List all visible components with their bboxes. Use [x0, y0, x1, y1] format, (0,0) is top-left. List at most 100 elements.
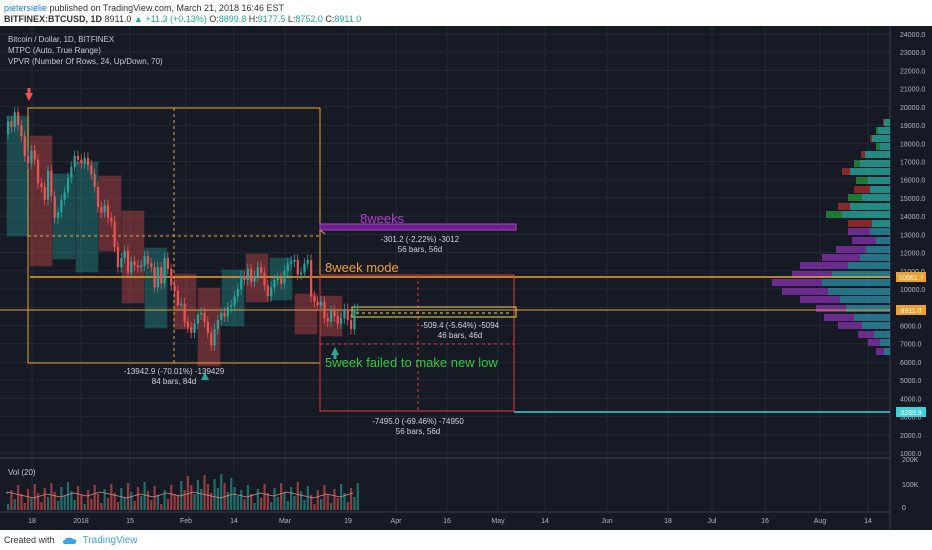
candle-body[interactable]: [246, 269, 249, 280]
candle-body[interactable]: [173, 285, 176, 291]
candle-body[interactable]: [270, 287, 273, 297]
candle-body[interactable]: [103, 205, 106, 213]
candle-body[interactable]: [83, 157, 86, 164]
candle-body[interactable]: [123, 250, 126, 259]
legend-indicator-mtpc[interactable]: MTPC (Auto, True Range): [8, 46, 101, 55]
candle-body[interactable]: [146, 256, 150, 264]
price-axis[interactable]: 24000.0 23000.0 22000.0 21000.0 20000.0 19000…: [900, 32, 925, 458]
candle-body[interactable]: [266, 285, 269, 297]
candle-body[interactable]: [180, 303, 183, 306]
candle-body[interactable]: [333, 310, 336, 317]
candle-body[interactable]: [30, 150, 33, 164]
candle-body[interactable]: [336, 316, 339, 324]
candle-body[interactable]: [273, 279, 276, 288]
candle-body[interactable]: [183, 303, 186, 322]
candle-body[interactable]: [120, 258, 123, 268]
candle-body[interactable]: [7, 121, 10, 135]
candle-body[interactable]: [76, 156, 80, 160]
candle-body[interactable]: [196, 314, 200, 324]
candle-body[interactable]: [193, 323, 196, 333]
candle-body[interactable]: [53, 196, 56, 218]
candle-body[interactable]: [10, 121, 13, 127]
candle-body[interactable]: [153, 267, 156, 288]
candle-body[interactable]: [166, 258, 170, 270]
candle-body[interactable]: [163, 258, 166, 284]
volume-legend[interactable]: Vol (20): [8, 468, 36, 477]
candle-body[interactable]: [293, 259, 296, 262]
chart-area[interactable]: -301.2 (-2.22%) -3012 56 bars, 56d 8week…: [0, 26, 932, 530]
candle-body[interactable]: [140, 265, 143, 268]
candle-body[interactable]: [176, 290, 180, 306]
candle-body[interactable]: [306, 259, 309, 264]
candle-body[interactable]: [96, 187, 100, 208]
candle-body[interactable]: [16, 112, 20, 126]
candle-body[interactable]: [133, 261, 136, 266]
candle-body[interactable]: [250, 269, 253, 282]
candle-body[interactable]: [290, 261, 293, 264]
candle-body[interactable]: [60, 199, 63, 213]
candle-body[interactable]: [216, 320, 219, 330]
candle-body[interactable]: [126, 250, 130, 273]
candle-body[interactable]: [310, 259, 313, 297]
candle-body[interactable]: [156, 267, 160, 288]
candle-body[interactable]: [349, 320, 353, 330]
candle-body[interactable]: [200, 312, 203, 315]
candle-body[interactable]: [276, 278, 279, 280]
candle-body[interactable]: [63, 192, 66, 200]
candle-body[interactable]: [116, 247, 120, 268]
weeks8-box[interactable]: [319, 223, 517, 231]
candle-body[interactable]: [100, 207, 103, 213]
author-link[interactable]: pietersielie: [4, 3, 48, 13]
candle-body[interactable]: [230, 305, 233, 308]
legend-indicator-vpvr[interactable]: VPVR (Number Of Rows, 24, Up/Down, 70): [8, 57, 163, 66]
candle-body[interactable]: [226, 307, 229, 317]
candle-body[interactable]: [40, 183, 43, 188]
candle-body[interactable]: [136, 265, 140, 268]
candle-body[interactable]: [283, 270, 286, 284]
candle-body[interactable]: [210, 332, 213, 346]
candle-body[interactable]: [286, 263, 289, 271]
chart-canvas[interactable]: -301.2 (-2.22%) -3012 56 bars, 56d 8week…: [0, 26, 932, 530]
candle-body[interactable]: [256, 267, 259, 277]
candle-body[interactable]: [20, 125, 23, 137]
candle-body[interactable]: [50, 170, 53, 197]
candle-body[interactable]: [43, 187, 46, 200]
candle-body[interactable]: [206, 321, 209, 333]
candle-body[interactable]: [296, 259, 299, 275]
candle-body[interactable]: [346, 309, 349, 321]
candle-body[interactable]: [26, 156, 30, 164]
candle-body[interactable]: [203, 312, 206, 322]
tradingview-link[interactable]: TradingView: [82, 535, 138, 546]
candle-body[interactable]: [253, 276, 256, 282]
candle-body[interactable]: [223, 312, 226, 317]
candle-body[interactable]: [106, 205, 110, 218]
candle-body[interactable]: [326, 318, 329, 322]
candle-body[interactable]: [236, 289, 239, 297]
candle-body[interactable]: [213, 329, 216, 346]
candle-body[interactable]: [323, 301, 326, 319]
candle-body[interactable]: [320, 301, 323, 306]
candle-body[interactable]: [160, 267, 163, 284]
candle-body[interactable]: [316, 301, 319, 306]
candle-body[interactable]: [56, 212, 60, 218]
candle-body[interactable]: [70, 166, 73, 178]
candle-body[interactable]: [23, 136, 26, 157]
candle-body[interactable]: [93, 174, 96, 188]
yellow-box[interactable]: [351, 306, 517, 318]
candle-body[interactable]: [260, 267, 263, 273]
candle-body[interactable]: [340, 318, 343, 324]
candle-body[interactable]: [330, 310, 333, 322]
candle-body[interactable]: [33, 150, 36, 160]
candle-body[interactable]: [113, 221, 116, 248]
candle-body[interactable]: [86, 157, 90, 166]
candle-body[interactable]: [303, 263, 306, 273]
candle-body[interactable]: [110, 217, 113, 222]
candle-body[interactable]: [46, 170, 50, 200]
candle-body[interactable]: [343, 309, 346, 319]
candle-body[interactable]: [130, 261, 133, 273]
candle-body[interactable]: [90, 165, 93, 175]
candle-body[interactable]: [36, 159, 40, 184]
candle-body[interactable]: [80, 159, 83, 164]
time-axis[interactable]: 18 2018 15 Feb 14 Mar 19 Apr 16 May 14 Jun 18 Jul 16 Au…: [28, 518, 872, 525]
candle-body[interactable]: [66, 177, 70, 193]
